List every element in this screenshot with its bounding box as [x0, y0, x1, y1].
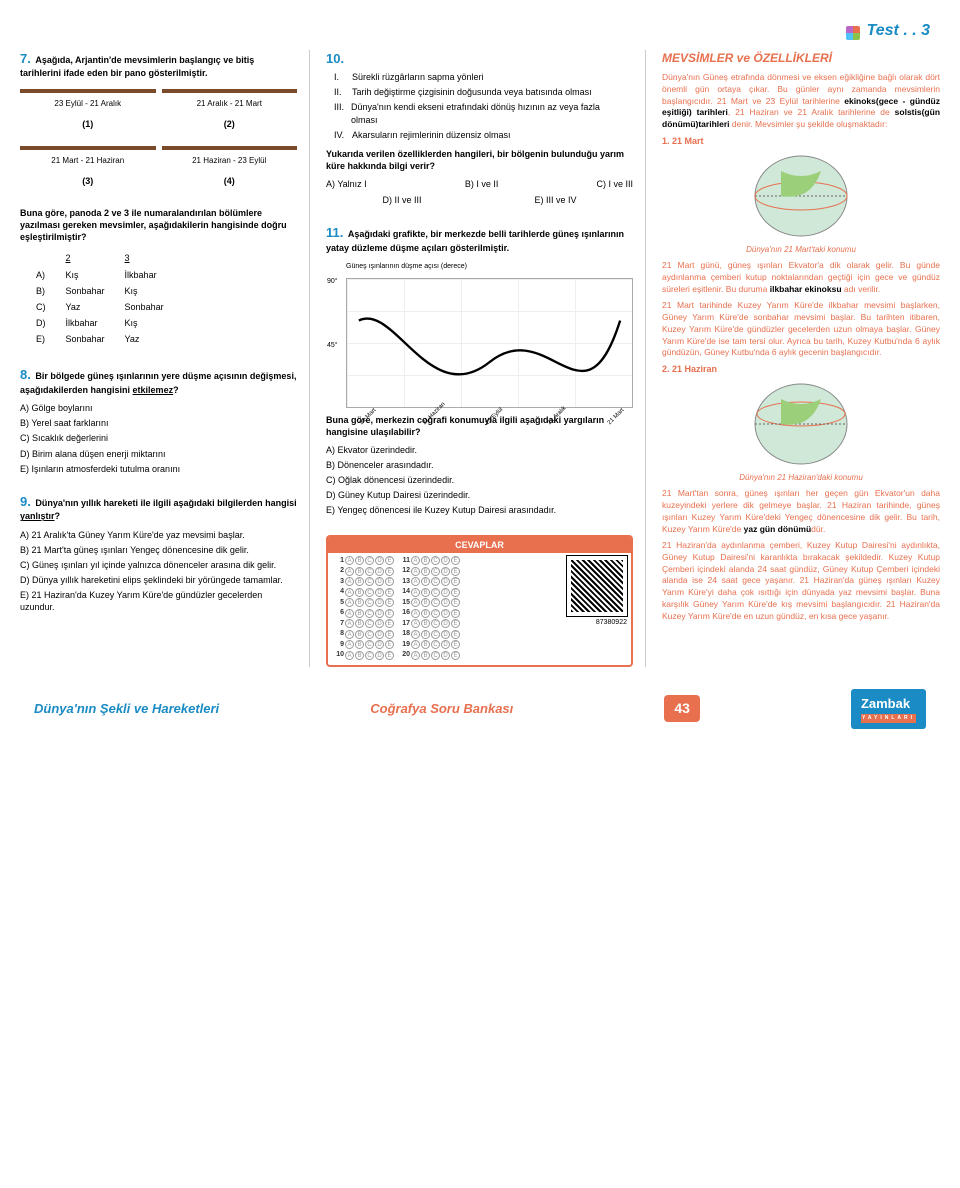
question-7: 7. Aşağıda, Arjantin'de mevsimlerin başl… — [20, 50, 297, 349]
q7-options-table: 23 A)Kışİlkbahar B)SonbaharKış C)YazSonb… — [34, 250, 184, 349]
question-11: 11. Aşağıdaki grafikte, bir merkezde bel… — [326, 224, 633, 516]
answer-key: CEVAPLAR 1ABCDE2ABCDE3ABCDE4ABCDE5ABCDE6… — [326, 535, 633, 667]
q11-stem: Aşağıdaki grafikte, bir merkezde belli t… — [326, 229, 624, 253]
page-number: 43 — [664, 695, 700, 722]
q9-num: 9. — [20, 493, 31, 511]
q7-ask: Buna göre, panoda 2 ve 3 ile numaralandı… — [20, 208, 287, 242]
bubbles-11-20: 11ABCDE12ABCDE13ABCDE14ABCDE15ABCDE16ABC… — [398, 556, 460, 661]
chart-line-icon — [347, 279, 632, 433]
sidebar-sub2: 2. 21 Haziran — [662, 363, 940, 375]
brand-logo: ZambakYAYINLARI — [851, 689, 926, 729]
q10-ask: Yukarıda verilen özelliklerden hangileri… — [326, 149, 624, 171]
q11-chart: 90° 45° 21 Mart 21 Haziran 23 Eylül 21 A… — [346, 278, 633, 408]
diamond-icon — [846, 26, 860, 40]
sidebar: MEVSİMLER ve ÖZELLİKLERİ Dünya'nın Güneş… — [662, 50, 940, 667]
q9-options: A) 21 Aralık'ta Güney Yarım Küre'de yaz … — [20, 529, 297, 614]
qr-icon — [567, 556, 627, 616]
globe-icon — [741, 379, 861, 469]
q11-num: 11. — [326, 224, 343, 242]
globe-icon — [741, 151, 861, 241]
q7-stem: Aşağıda, Arjantin'de mevsimlerin başlang… — [20, 55, 254, 79]
footer: Dünya'nın Şekli ve Hareketleri Coğrafya … — [20, 681, 940, 737]
q8-num: 8. — [20, 366, 31, 384]
footer-left: Dünya'nın Şekli ve Hareketleri — [34, 700, 219, 718]
question-8: 8. Bir bölgede güneş ışınlarının yere dü… — [20, 366, 297, 474]
question-9: 9. Dünya'nın yıllık hareketi ile ilgili … — [20, 493, 297, 614]
q8-options: A) Gölge boylarını B) Yerel saat farklar… — [20, 402, 297, 475]
test-header: Test . . 3 — [20, 20, 940, 42]
footer-mid: Coğrafya Soru Bankası — [370, 700, 513, 718]
sidebar-sub1: 1. 21 Mart — [662, 135, 940, 147]
q10-opts2: D) II ve III E) III ve IV — [326, 194, 633, 206]
sidebar-title: MEVSİMLER ve ÖZELLİKLERİ — [662, 50, 940, 66]
bubbles-1-10: 1ABCDE2ABCDE3ABCDE4ABCDE5ABCDE6ABCDE7ABC… — [332, 556, 394, 661]
q7-num: 7. — [20, 50, 31, 68]
qr-code-number: 87380922 — [567, 618, 627, 627]
chart-caption: Güneş ışınlarının düşme açısı (derece) — [346, 262, 633, 271]
q10-num: 10. — [326, 50, 344, 68]
question-10: 10. I.Sürekli rüzgârların sapma yönleri … — [326, 50, 633, 207]
q11-options: A) Ekvator üzerindedir. B) Dönenceler ar… — [326, 444, 633, 517]
q7-panel: 23 Eylül - 21 Aralık(1) 21 Aralık - 21 M… — [20, 89, 297, 197]
test-title: Test . . 3 — [867, 22, 930, 39]
q10-opts1: A) Yalnız I B) I ve II C) I ve III — [326, 178, 633, 190]
